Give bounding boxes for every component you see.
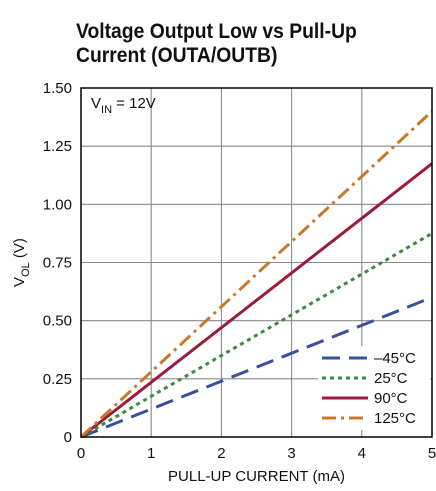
- series-line-4: [79, 110, 434, 439]
- x-tick-label: 5: [428, 445, 436, 462]
- chart-title-line-1: Voltage Output Low vs Pull-Up: [76, 20, 357, 43]
- x-axis-label: PULL-UP CURRENT (mA): [168, 468, 345, 485]
- plot-border: [80, 87, 433, 438]
- chart-title: Voltage Output Low vs Pull-Up Current (O…: [76, 20, 398, 68]
- y-tick-label: 0.50: [43, 313, 72, 330]
- legend-label-2: 25°C: [374, 370, 408, 387]
- x-tick-label: 1: [147, 445, 155, 462]
- plot-frame: [80, 87, 433, 438]
- legend-background: [318, 346, 430, 430]
- annotation-vin: VIN = 12V: [91, 95, 156, 116]
- series-line-2: [80, 232, 433, 439]
- x-tick-label: 3: [287, 445, 295, 462]
- x-tick-label: 2: [217, 445, 225, 462]
- y-tick-label: 0: [64, 429, 72, 446]
- y-axis-label: VOL (V): [11, 238, 32, 287]
- y-tick-label: 1.25: [43, 138, 72, 155]
- legend-label-4: 125°C: [374, 410, 416, 427]
- series-line-3: [80, 162, 433, 439]
- y-tick-label: 0.25: [43, 371, 72, 388]
- x-tick-label: 4: [358, 445, 366, 462]
- y-tick-label: 0.75: [43, 255, 72, 272]
- series-lines: [79, 110, 434, 439]
- y-tick-label: 1.50: [43, 80, 72, 97]
- y-tick-label: 1.00: [43, 196, 72, 213]
- tick-labels: 0 1 2 3 4 5 0 0.25 0.50 0.75 1.00 1.25 1.50: [43, 80, 436, 462]
- axis-labels: PULL-UP CURRENT (mA) VOL (V) VIN = 12V: [11, 95, 345, 485]
- legend-label-1: –45°C: [374, 350, 416, 367]
- grid: [81, 88, 432, 437]
- legend-label-3: 90°C: [374, 390, 408, 407]
- x-tick-label: 0: [77, 445, 85, 462]
- series-line-1: [80, 296, 433, 439]
- legend: –45°C 25°C 90°C 125°C: [322, 350, 416, 427]
- chart-title-line-2: Current (OUTA/OUTB): [76, 44, 278, 67]
